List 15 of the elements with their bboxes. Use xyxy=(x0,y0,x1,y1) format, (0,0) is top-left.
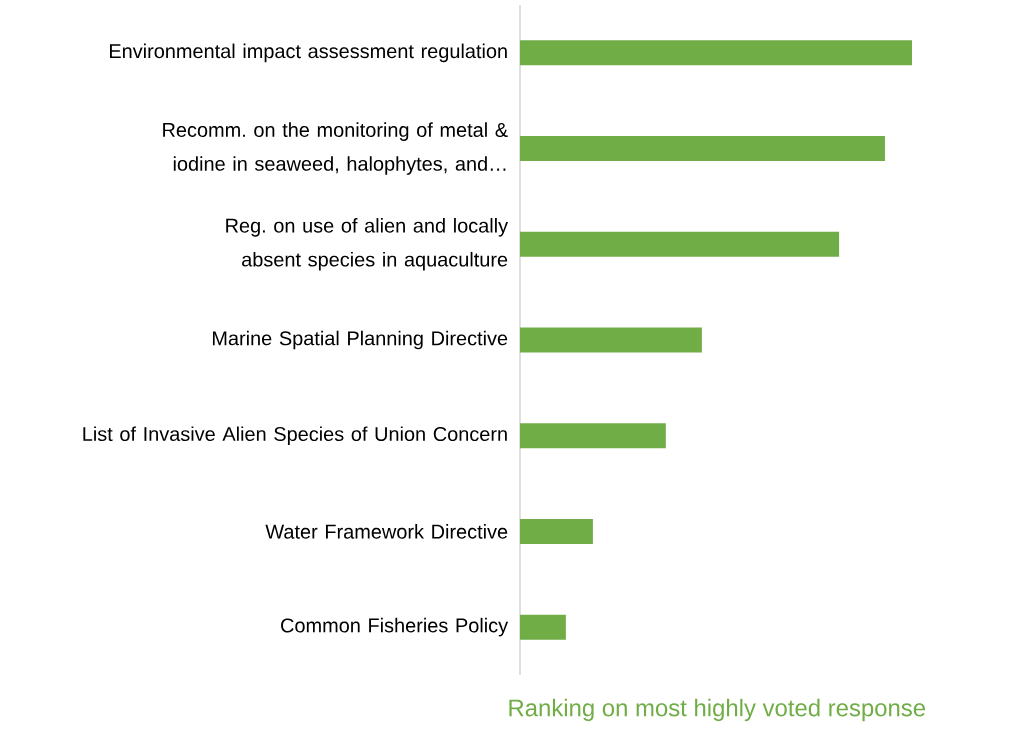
y-tick-label: Environmental impact assessment regulation xyxy=(109,43,507,63)
bar xyxy=(520,327,702,353)
bar xyxy=(520,136,885,162)
bar xyxy=(520,518,593,544)
y-tick-label: Marine Spatial Planning Directive xyxy=(212,330,508,350)
x-axis-title: Ranking on most highly voted response xyxy=(509,698,925,722)
y-tick-label: Reg. on use of alien and locally absent species in aquaculture xyxy=(226,218,509,271)
bar xyxy=(520,231,840,257)
y-tick-label: List of Invasive Alien Species of Union Concern xyxy=(83,426,507,446)
y-tick-label: Common Fisheries Policy xyxy=(281,617,509,637)
bar xyxy=(520,614,566,640)
y-tick-label: Water Framework Directive xyxy=(265,524,508,539)
y-tick-label: Recomm. on the monitoring of metal & iodine in seaweed, halophytes, and… xyxy=(163,122,508,175)
bar xyxy=(520,40,912,66)
bar xyxy=(520,423,666,449)
